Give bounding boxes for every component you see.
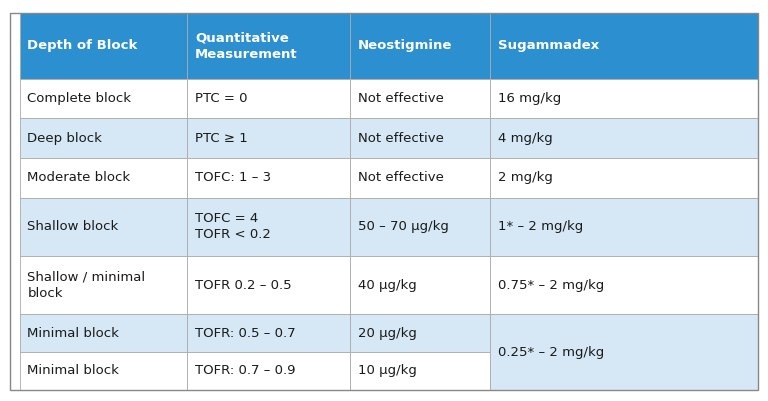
Text: 50 – 70 μg/kg: 50 – 70 μg/kg — [358, 220, 449, 233]
Bar — [490, 314, 758, 390]
Text: Depth of Block: Depth of Block — [28, 39, 137, 52]
Text: Shallow / minimal
block: Shallow / minimal block — [28, 270, 145, 300]
Bar — [20, 158, 187, 198]
Text: PTC = 0: PTC = 0 — [195, 92, 247, 105]
Bar — [490, 118, 758, 158]
Text: 4 mg/kg: 4 mg/kg — [498, 132, 553, 145]
Bar — [20, 352, 187, 390]
Bar — [350, 314, 490, 352]
Bar — [20, 118, 187, 158]
Text: TOFR 0.2 – 0.5: TOFR 0.2 – 0.5 — [195, 279, 292, 292]
Text: Neostigmine: Neostigmine — [358, 39, 452, 52]
Bar — [350, 198, 490, 256]
Bar — [350, 158, 490, 198]
Bar — [490, 13, 758, 79]
Text: 40 μg/kg: 40 μg/kg — [358, 279, 417, 292]
Text: TOFC = 4
TOFR < 0.2: TOFC = 4 TOFR < 0.2 — [195, 212, 271, 241]
Text: Shallow block: Shallow block — [28, 220, 118, 233]
Bar — [490, 79, 758, 118]
Bar — [20, 314, 187, 352]
Text: 2 mg/kg: 2 mg/kg — [498, 171, 553, 184]
Bar — [187, 118, 350, 158]
Bar — [350, 13, 490, 79]
Bar — [20, 256, 187, 314]
Text: TOFR: 0.7 – 0.9: TOFR: 0.7 – 0.9 — [195, 365, 296, 377]
Text: 10 μg/kg: 10 μg/kg — [358, 365, 417, 377]
Text: 0.25* – 2 mg/kg: 0.25* – 2 mg/kg — [498, 346, 604, 358]
Text: Not effective: Not effective — [358, 132, 444, 145]
Text: TOFR: 0.5 – 0.7: TOFR: 0.5 – 0.7 — [195, 327, 296, 340]
Bar — [490, 198, 758, 256]
Bar — [187, 198, 350, 256]
Bar — [350, 118, 490, 158]
Bar — [350, 352, 490, 390]
Bar — [187, 352, 350, 390]
Text: PTC ≥ 1: PTC ≥ 1 — [195, 132, 248, 145]
Text: TOFC: 1 – 3: TOFC: 1 – 3 — [195, 171, 271, 184]
Bar — [187, 13, 350, 79]
Text: Quantitative
Measurement: Quantitative Measurement — [195, 31, 297, 61]
Bar — [187, 256, 350, 314]
Bar — [187, 79, 350, 118]
Bar — [20, 198, 187, 256]
Text: Sugammadex: Sugammadex — [498, 39, 599, 52]
Bar — [350, 256, 490, 314]
Text: 0.75* – 2 mg/kg: 0.75* – 2 mg/kg — [498, 279, 604, 292]
Text: 16 mg/kg: 16 mg/kg — [498, 92, 561, 105]
Text: Not effective: Not effective — [358, 92, 444, 105]
Text: 20 μg/kg: 20 μg/kg — [358, 327, 417, 340]
Bar — [20, 79, 187, 118]
Text: Complete block: Complete block — [28, 92, 131, 105]
Bar — [490, 256, 758, 314]
Text: Minimal block: Minimal block — [28, 327, 119, 340]
Text: Moderate block: Moderate block — [28, 171, 131, 184]
Bar — [187, 158, 350, 198]
Text: 1* – 2 mg/kg: 1* – 2 mg/kg — [498, 220, 583, 233]
Text: Not effective: Not effective — [358, 171, 444, 184]
Bar — [20, 13, 187, 79]
Text: Minimal block: Minimal block — [28, 365, 119, 377]
Bar — [187, 314, 350, 352]
Bar — [490, 158, 758, 198]
Bar — [350, 79, 490, 118]
Text: Deep block: Deep block — [28, 132, 102, 145]
